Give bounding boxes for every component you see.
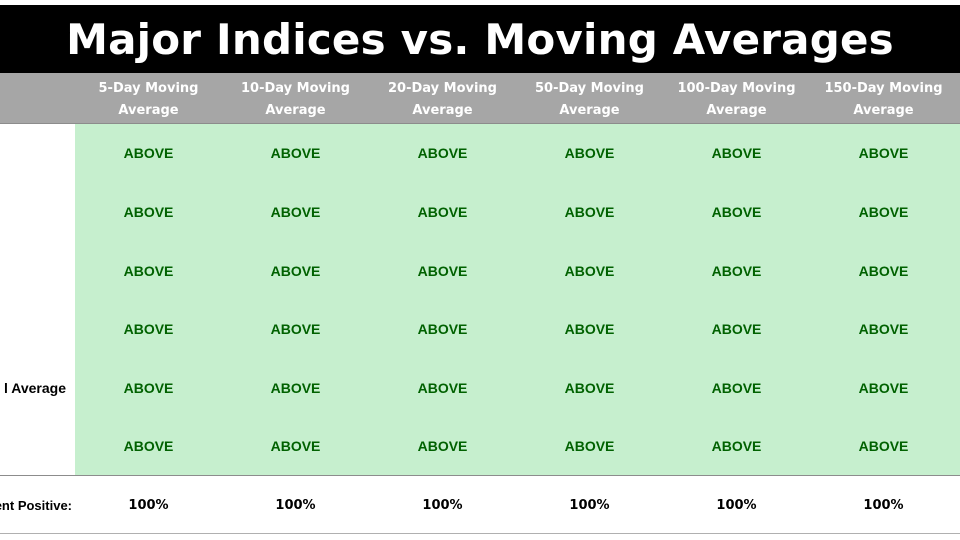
table-cell: ABOVE — [417, 204, 468, 220]
footer-bottom-divider — [0, 533, 960, 534]
column-header-line1: 5-Day Moving — [98, 81, 199, 96]
table-cell: ABOVE — [858, 263, 909, 279]
table-cell: ABOVE — [711, 204, 762, 220]
table-cell: ABOVE — [564, 204, 615, 220]
table-cell: ABOVE — [417, 321, 468, 337]
above-status-area — [75, 124, 960, 475]
page-title: Major Indices vs. Moving Averages — [66, 14, 894, 64]
footer-value: 100% — [422, 498, 463, 513]
table-cell: ABOVE — [711, 438, 762, 454]
table-cell: ABOVE — [123, 438, 174, 454]
table-cell: ABOVE — [270, 145, 321, 161]
table-cell: ABOVE — [711, 321, 762, 337]
table-cell: ABOVE — [270, 438, 321, 454]
table-cell: ABOVE — [270, 263, 321, 279]
table-cell: ABOVE — [123, 321, 174, 337]
table-cell: ABOVE — [564, 380, 615, 396]
table-cell: ABOVE — [123, 204, 174, 220]
table-cell: ABOVE — [417, 145, 468, 161]
column-header-10-day: 10-Day Moving Average — [222, 78, 369, 122]
table-cell: ABOVE — [858, 438, 909, 454]
table-cell: ABOVE — [270, 380, 321, 396]
table-cell: ABOVE — [270, 321, 321, 337]
table-cell: ABOVE — [270, 204, 321, 220]
footer-label: ent Positive: — [0, 498, 72, 513]
table-cell: ABOVE — [417, 380, 468, 396]
column-header-line2: Average — [118, 103, 179, 118]
footer-value: 100% — [128, 498, 169, 513]
table-cell: ABOVE — [858, 204, 909, 220]
footer-value: 100% — [863, 498, 904, 513]
table-cell: ABOVE — [858, 321, 909, 337]
table-cell: ABOVE — [123, 263, 174, 279]
column-header-line2: Average — [706, 103, 767, 118]
column-header-line1: 10-Day Moving — [240, 81, 350, 96]
table-cell: ABOVE — [417, 438, 468, 454]
column-header-line1: 50-Day Moving — [534, 81, 644, 96]
column-header-20-day: 20-Day Moving Average — [369, 78, 516, 122]
table-cell: ABOVE — [564, 438, 615, 454]
column-header-150-day: 150-Day Moving Average — [810, 78, 957, 122]
row-label: l Average — [4, 380, 66, 396]
table-cell: ABOVE — [711, 263, 762, 279]
table-cell: ABOVE — [564, 145, 615, 161]
column-header-line2: Average — [559, 103, 620, 118]
column-header-line1: 100-Day Moving — [677, 81, 796, 96]
table-cell: ABOVE — [564, 263, 615, 279]
column-header-bar: 5-Day Moving Average 10-Day Moving Avera… — [0, 73, 960, 124]
column-header-100-day: 100-Day Moving Average — [663, 78, 810, 122]
footer-value: 100% — [716, 498, 757, 513]
column-header-line2: Average — [265, 103, 326, 118]
title-bar: Major Indices vs. Moving Averages — [0, 5, 960, 73]
footer-value: 100% — [569, 498, 610, 513]
column-header-line2: Average — [412, 103, 473, 118]
table-cell: ABOVE — [417, 263, 468, 279]
column-header-line1: 20-Day Moving — [387, 81, 497, 96]
table-cell: ABOVE — [858, 380, 909, 396]
footer-value: 100% — [275, 498, 316, 513]
table-cell: ABOVE — [711, 380, 762, 396]
column-header-5-day: 5-Day Moving Average — [75, 78, 222, 122]
column-header-line2: Average — [853, 103, 914, 118]
column-header-line1: 150-Day Moving — [824, 81, 943, 96]
footer-top-divider — [0, 475, 960, 476]
table-cell: ABOVE — [564, 321, 615, 337]
column-header-50-day: 50-Day Moving Average — [516, 78, 663, 122]
table-cell: ABOVE — [711, 145, 762, 161]
table-cell: ABOVE — [858, 145, 909, 161]
table-cell: ABOVE — [123, 380, 174, 396]
table-cell: ABOVE — [123, 145, 174, 161]
